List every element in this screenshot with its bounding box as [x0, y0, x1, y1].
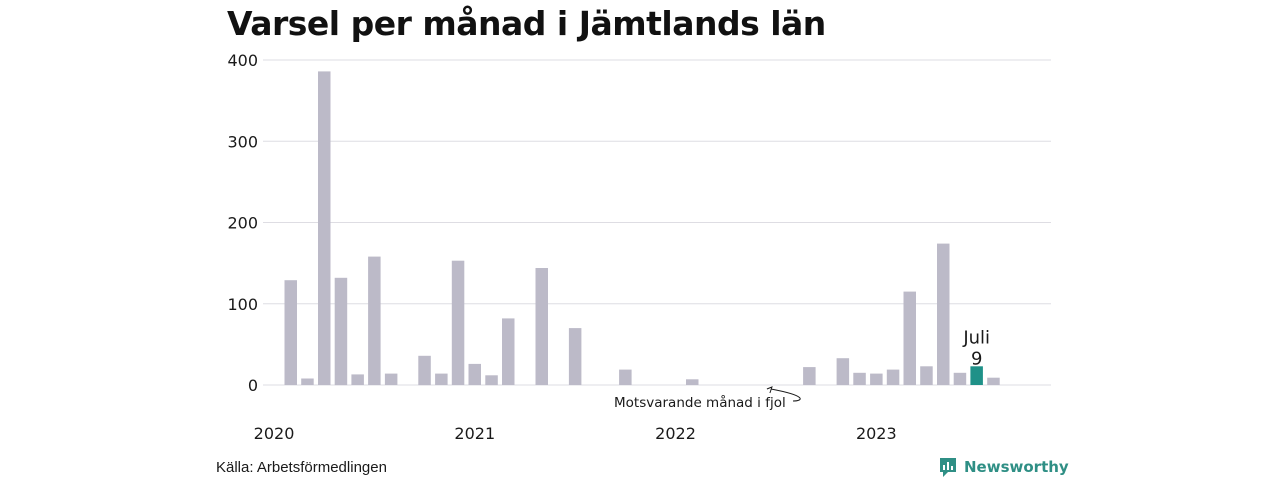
- bar: [836, 358, 850, 385]
- bar: [686, 379, 699, 385]
- x-tick-label: 2022: [655, 424, 696, 443]
- bar: [568, 328, 582, 385]
- x-tick-label: 2021: [454, 424, 495, 443]
- x-tick-label: 2020: [254, 424, 295, 443]
- annotation-arrowhead: [766, 386, 773, 394]
- y-tick-label: 300: [227, 132, 258, 151]
- bar: [870, 373, 883, 385]
- bar: [803, 367, 816, 385]
- bar: [334, 277, 348, 386]
- bar: [903, 291, 916, 385]
- brand-logo[interactable]: Newsworthy: [938, 456, 1069, 478]
- bar: [853, 372, 866, 385]
- bar: [485, 375, 498, 386]
- y-tick-label: 100: [227, 295, 258, 314]
- bar: [301, 378, 314, 385]
- bar: [886, 369, 900, 385]
- chart-title: Varsel per månad i Jämtlands län: [227, 4, 826, 43]
- bars: [284, 71, 1000, 386]
- bar: [937, 243, 950, 385]
- bar: [535, 268, 548, 385]
- bar: [987, 377, 1000, 385]
- axis-labels: 0 100 200 300 400 2020 2021 2022 2023: [227, 51, 896, 443]
- bar: [351, 374, 364, 385]
- bar: [970, 366, 983, 385]
- bar: [619, 369, 632, 385]
- bar: [284, 280, 297, 385]
- source-note: Källa: Arbetsförmedlingen: [216, 459, 387, 476]
- x-tick-label: 2023: [856, 424, 897, 443]
- bar: [318, 71, 331, 386]
- bar: [384, 373, 398, 385]
- newsworthy-logo-icon: [940, 458, 956, 477]
- bar: [418, 355, 431, 386]
- bar: [368, 256, 381, 385]
- highlight-label: Juli: [962, 328, 990, 349]
- y-tick-label: 400: [227, 51, 258, 70]
- bar: [920, 366, 933, 385]
- highlight-value: 9: [971, 349, 982, 370]
- bar: [451, 260, 465, 385]
- y-tick-label: 0: [248, 376, 258, 395]
- annotation-arrow: [770, 388, 801, 402]
- bar: [435, 373, 448, 385]
- gridlines: [263, 59, 1051, 386]
- bar: [502, 318, 515, 385]
- y-tick-label: 200: [227, 214, 258, 233]
- bar: [953, 372, 967, 385]
- brand-name: Newsworthy: [964, 458, 1069, 476]
- reference-annotation: Motsvarande månad i fjol: [614, 394, 786, 411]
- bar: [468, 363, 481, 385]
